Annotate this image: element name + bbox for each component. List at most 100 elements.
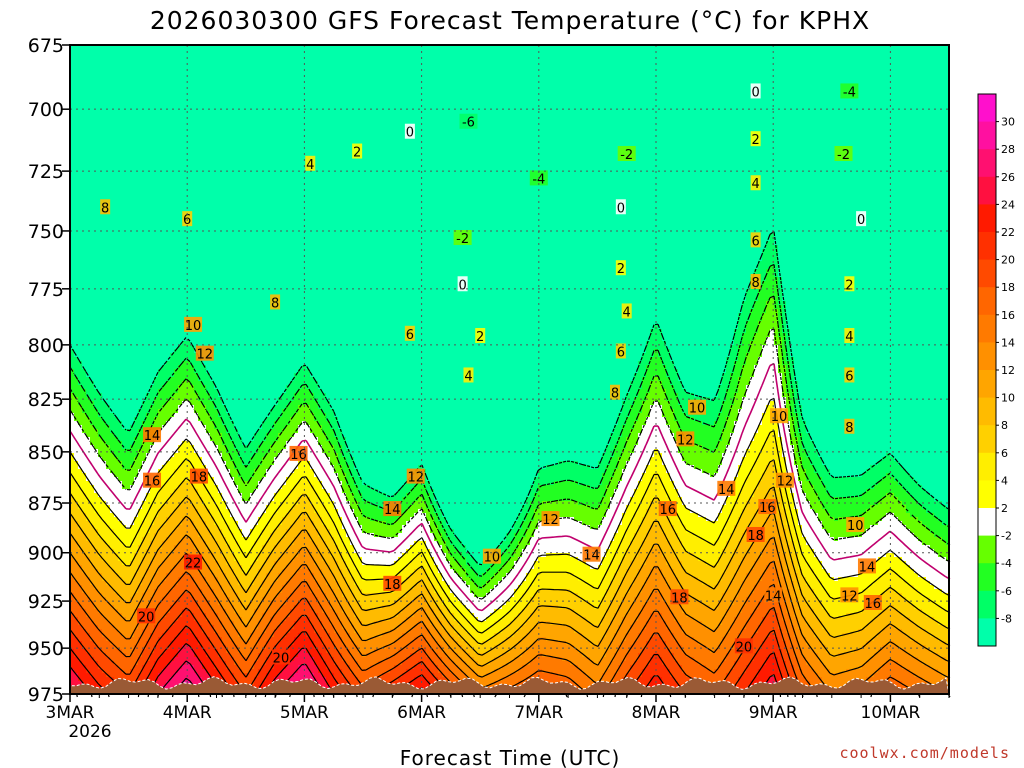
temperature-cell <box>830 473 863 478</box>
temperature-cell <box>210 533 223 538</box>
temperature-cell <box>242 601 251 606</box>
temperature-cell <box>118 665 135 670</box>
temperature-cell <box>306 513 319 518</box>
temperature-cell <box>426 505 435 510</box>
contour-label-bg <box>750 175 761 191</box>
temperature-cell <box>758 293 779 298</box>
temperature-cell <box>350 449 607 454</box>
temperature-cell <box>554 517 575 522</box>
temperature-cell <box>606 469 615 474</box>
temperature-cell <box>346 477 355 482</box>
temperature-cell <box>642 605 671 610</box>
temperature-cell <box>298 461 311 466</box>
temperature-cell <box>658 589 671 594</box>
temperature-cell <box>602 561 611 566</box>
temperature-cell <box>270 449 283 454</box>
temperature-cell <box>70 665 87 670</box>
temperature-cell <box>634 513 647 518</box>
temperature-cell <box>158 469 175 474</box>
temperature-cell <box>746 329 759 334</box>
temperature-cell <box>302 513 307 518</box>
temperature-cell <box>634 489 647 494</box>
temperature-cell <box>290 493 303 498</box>
temperature-cell <box>218 505 227 510</box>
temperature-cell <box>778 273 950 278</box>
temperature-cell <box>910 513 935 518</box>
colorbar-swatch <box>978 232 996 261</box>
temperature-cell <box>530 505 539 510</box>
temperature-cell <box>150 545 163 550</box>
temperature-cell <box>150 581 163 586</box>
temperature-cell <box>182 593 191 598</box>
temperature-cell <box>630 589 643 594</box>
temperature-cell <box>450 561 459 566</box>
temperature-cell <box>786 341 791 346</box>
temperature-cell <box>894 569 915 574</box>
temperature-cell <box>118 537 135 542</box>
temperature-cell <box>610 661 623 666</box>
contour-label-bg <box>717 480 736 496</box>
temperature-cell <box>934 617 950 622</box>
temperature-cell <box>330 421 339 426</box>
temperature-cell <box>758 429 779 434</box>
temperature-cell <box>658 633 675 638</box>
temperature-cell <box>222 433 231 438</box>
temperature-cell <box>438 653 447 658</box>
temperature-cell <box>914 497 935 502</box>
temperature-cell <box>74 669 87 674</box>
temperature-cell <box>166 381 183 386</box>
temperature-cell <box>406 657 431 662</box>
temperature-cell <box>194 405 207 410</box>
temperature-cell <box>82 605 95 610</box>
temperature-cell <box>346 481 355 486</box>
temperature-cell <box>734 429 759 434</box>
temperature-cell <box>726 657 739 662</box>
temperature-cell <box>510 597 523 602</box>
temperature-cell <box>138 641 147 646</box>
temperature-cell <box>614 573 627 578</box>
contour-label: 12 <box>677 433 694 448</box>
temperature-cell <box>434 637 443 642</box>
temperature-cell <box>206 489 219 494</box>
temperature-cell <box>350 621 363 626</box>
temperature-cell <box>326 649 339 654</box>
temperature-cell <box>70 269 755 274</box>
temperature-cell <box>674 385 683 390</box>
temperature-cell <box>154 665 167 670</box>
temperature-cell <box>654 473 659 478</box>
temperature-cell <box>226 409 271 414</box>
temperature-cell <box>578 649 607 654</box>
temperature-cell <box>826 569 867 574</box>
temperature-cell <box>638 417 647 422</box>
temperature-cell <box>526 677 571 682</box>
temperature-cell <box>270 409 283 414</box>
temperature-cell <box>258 429 271 434</box>
temperature-cell <box>150 409 159 414</box>
temperature-cell <box>346 577 355 582</box>
temperature-cell <box>314 417 327 422</box>
temperature-cell <box>146 549 159 554</box>
temperature-cell <box>770 677 775 682</box>
temperature-cell <box>142 653 151 658</box>
temperature-cell <box>254 613 263 618</box>
temperature-cell <box>614 593 627 598</box>
temperature-cell <box>350 669 391 674</box>
temperature-cell <box>214 405 227 410</box>
temperature-cell <box>630 585 643 590</box>
temperature-cell <box>134 541 143 546</box>
temperature-cell <box>666 493 679 498</box>
temperature-cell <box>70 321 739 326</box>
temperature-cell <box>226 425 235 430</box>
temperature-cell <box>122 613 135 618</box>
temperature-cell <box>410 505 427 510</box>
temperature-cell <box>662 613 675 618</box>
temperature-cell <box>346 473 351 478</box>
temperature-cell <box>254 593 267 598</box>
temperature-cell <box>94 505 111 510</box>
temperature-cell <box>230 529 243 534</box>
temperature-cell <box>426 561 435 566</box>
temperature-cell <box>798 469 807 474</box>
temperature-cell <box>238 541 255 546</box>
temperature-cell <box>738 541 755 546</box>
temperature-cell <box>70 157 950 162</box>
